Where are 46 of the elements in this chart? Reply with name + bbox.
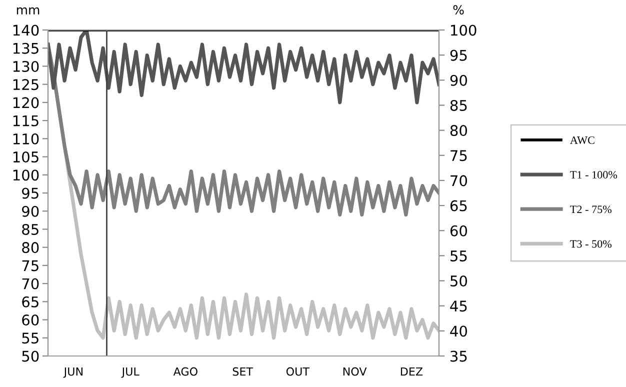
x-tick-label: NOV bbox=[343, 367, 367, 376]
y2-tick-label: 80 bbox=[450, 125, 468, 136]
y2-tick-label: 85 bbox=[450, 100, 467, 111]
legend-label: AWC bbox=[570, 136, 594, 144]
y-tick-label: 70 bbox=[22, 278, 39, 290]
legend-label: T2 - 75% bbox=[570, 206, 612, 214]
y-tick-label: 110 bbox=[13, 133, 39, 144]
y-tick-label: 120 bbox=[13, 97, 39, 108]
y-tick-label: 75 bbox=[22, 260, 38, 272]
x-tick-label: JUL bbox=[121, 367, 140, 378]
y2-tick-label: 65 bbox=[450, 200, 467, 212]
y2-tick-label: 90 bbox=[450, 74, 468, 86]
y-tick-label: 80 bbox=[22, 242, 39, 254]
y-tick-label: 105 bbox=[13, 151, 38, 163]
x-tick-label: OUT bbox=[286, 367, 310, 376]
x-tick-label: SET bbox=[232, 367, 254, 376]
y-tick-label: 85 bbox=[22, 224, 38, 235]
x-tick-label: JUN bbox=[63, 367, 82, 378]
x-tick-label: DEZ bbox=[400, 367, 423, 376]
y2-tick-label: 100 bbox=[451, 24, 476, 36]
y2-tick-label: 50 bbox=[450, 275, 468, 287]
y-tick-label: 135 bbox=[13, 42, 38, 54]
y-tick-label: 125 bbox=[13, 79, 38, 90]
y-tick-label: 115 bbox=[13, 115, 38, 126]
y-tick-label: 50 bbox=[22, 350, 39, 362]
y-tick-label: 65 bbox=[22, 296, 38, 308]
y-axis-title: mm bbox=[16, 7, 40, 14]
y-tick-label: 95 bbox=[22, 188, 38, 199]
y2-tick-label: 45 bbox=[450, 300, 467, 312]
x-tick-label: AGO bbox=[173, 367, 198, 376]
y2-tick-label: 95 bbox=[450, 50, 467, 61]
y2-tick-label: 55 bbox=[450, 250, 467, 262]
y-tick-label: 60 bbox=[22, 314, 39, 326]
y2-tick-label: 70 bbox=[450, 175, 468, 186]
legend-label: T3 - 50% bbox=[570, 240, 612, 248]
y2-tick-label: 60 bbox=[450, 225, 468, 236]
y2-tick-label: 40 bbox=[450, 326, 468, 337]
y-tick-label: 55 bbox=[22, 332, 38, 344]
y-tick-label: 130 bbox=[13, 60, 39, 72]
y-tick-label: 100 bbox=[13, 170, 39, 181]
y2-tick-label: 35 bbox=[450, 350, 467, 362]
y2-tick-label: 75 bbox=[450, 150, 467, 162]
legend-label: T1 - 100% bbox=[570, 171, 618, 179]
y-tick-label: 140 bbox=[13, 24, 39, 36]
y-tick-label: 90 bbox=[22, 206, 39, 217]
y2-axis-title: % bbox=[453, 5, 464, 15]
